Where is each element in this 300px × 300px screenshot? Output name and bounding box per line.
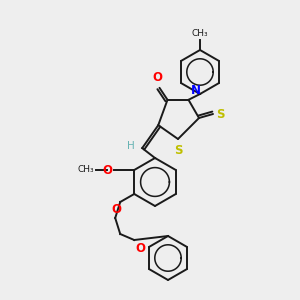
- Text: CH₃: CH₃: [192, 29, 208, 38]
- Text: S: S: [174, 144, 182, 157]
- Text: O: O: [135, 242, 145, 255]
- Text: CH₃: CH₃: [78, 166, 94, 175]
- Text: O: O: [102, 164, 112, 176]
- Text: H: H: [128, 141, 135, 151]
- Text: S: S: [216, 107, 224, 121]
- Text: N: N: [190, 84, 200, 97]
- Text: O: O: [152, 71, 163, 84]
- Text: O: O: [111, 203, 121, 216]
